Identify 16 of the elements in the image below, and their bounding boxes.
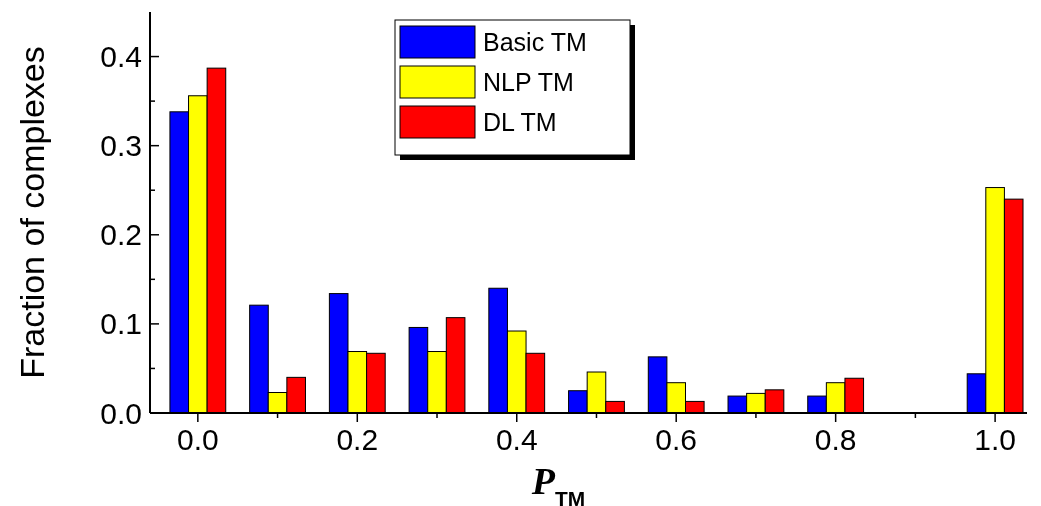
- x-tick-label: 1.0: [974, 423, 1016, 456]
- legend-label: DL TM: [483, 107, 557, 136]
- x-tick-label: 0.8: [814, 423, 857, 456]
- x-axis-title: P$_{TM}$: [530, 460, 586, 506]
- y-tick-label: 0.4: [100, 40, 142, 74]
- legend-label: NLP TM: [483, 67, 574, 96]
- y-tick-label: 0.3: [100, 129, 142, 163]
- y-axis-title: Fraction of complexes: [13, 46, 51, 379]
- x-tick-label: 0.0: [176, 423, 219, 456]
- y-tick-label: 0.1: [100, 307, 142, 341]
- y-tick-label: 0.0: [100, 396, 142, 430]
- x-tick-label: 0.6: [655, 423, 698, 456]
- x-tick-label: 0.2: [336, 423, 379, 456]
- y-tick-label: 0.2: [100, 218, 142, 252]
- x-tick-label: 0.4: [495, 423, 538, 456]
- legend-label: Basic TM: [483, 27, 587, 56]
